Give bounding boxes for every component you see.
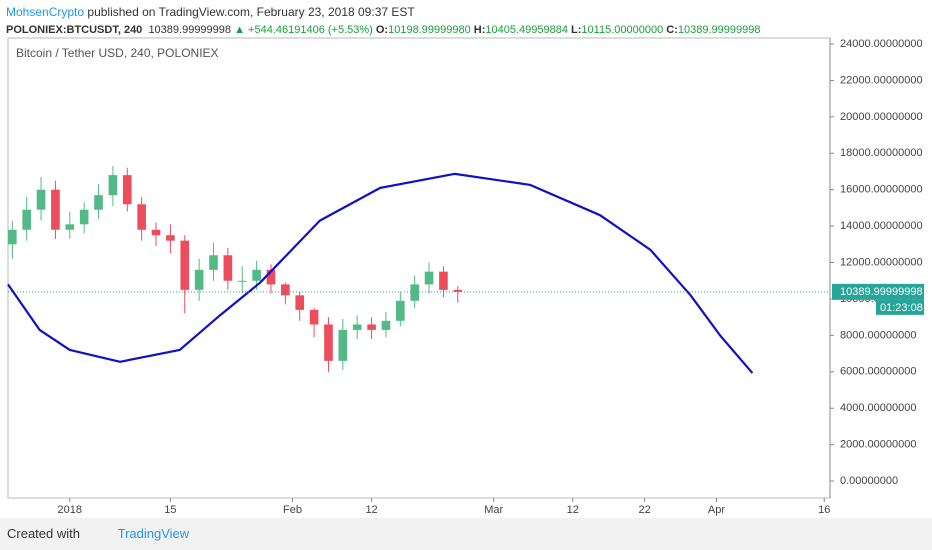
footer: Created with TradingView (0, 518, 932, 550)
x-tick-label: 2018 (58, 504, 82, 516)
x-tick-label: 15 (164, 504, 176, 516)
curve (7, 172, 754, 374)
h-label: H: (473, 24, 486, 36)
candle-body (295, 295, 305, 310)
o-label: O: (375, 24, 389, 36)
candle-body (122, 175, 132, 205)
y-tick-label: 14000.00000000 (840, 220, 923, 232)
published: published on TradingView.com, February 2… (87, 5, 415, 19)
candle-body (352, 324, 362, 330)
candle-body (410, 284, 419, 301)
l-label: L: (571, 24, 582, 36)
x-tick-label: 12 (365, 504, 377, 516)
candle-body (252, 269, 261, 281)
candle-body (8, 229, 17, 245)
candle-body (367, 324, 376, 330)
author[interactable]: MohsenCrypto (6, 5, 85, 19)
change: ▲ +544.46191406 (+5.53%) (234, 24, 373, 36)
chart-title: Bitcoin / Tether USD, 240, POLONIEX (16, 46, 219, 60)
candle-body (309, 309, 319, 325)
candle-body (237, 280, 247, 282)
countdown-box (876, 299, 924, 315)
candle-body (151, 229, 161, 236)
last-price-label: 10389.99999998 (840, 286, 923, 298)
candle-body (324, 324, 333, 361)
y-tick-label: 18000.00000000 (840, 147, 923, 159)
symbol: POLONIEX:BTCUSDT, 240 (6, 24, 143, 36)
candle-body (180, 240, 190, 290)
candle-body (223, 255, 233, 281)
candle-body (396, 300, 405, 321)
x-tick-label: 12 (567, 504, 579, 516)
candle-body (194, 269, 204, 290)
x-tick-label: 22 (638, 504, 650, 516)
countdown: 01:23:08 (880, 302, 923, 314)
y-tick-label: 16000.00000000 (840, 184, 923, 196)
candle-body (51, 189, 60, 230)
candle-body (79, 209, 89, 225)
y-tick-label: 22000.00000000 (840, 74, 923, 86)
candle-body (94, 195, 103, 210)
last: 10389.99999998 (148, 24, 232, 36)
candle-body (281, 284, 290, 296)
y-tick-label: 6000.00000000 (840, 366, 916, 378)
candle-body (36, 189, 46, 210)
l: 10115.00000000 (581, 24, 664, 36)
x-tick-label: Mar (484, 504, 503, 516)
y-tick-label: 2000.00000000 (840, 439, 916, 451)
created: Created with (7, 526, 80, 541)
brand[interactable]: TradingView (117, 526, 190, 541)
candle-body (22, 209, 31, 230)
h: 10405.49959884 (485, 24, 568, 36)
candle-body (439, 271, 448, 290)
c-label: C: (666, 24, 678, 36)
candle-body (381, 320, 391, 330)
y-tick-label: 0.00000000 (840, 475, 898, 487)
o: 10198.99999980 (388, 24, 471, 36)
candle-body (137, 204, 146, 230)
candle-body (166, 235, 175, 241)
candle-body (65, 224, 75, 230)
y-tick-label: 20000.00000000 (840, 111, 923, 123)
candle-body (108, 175, 118, 196)
candle-body (266, 269, 276, 285)
chart-frame (7, 37, 831, 499)
x-tick-label: Apr (708, 504, 725, 516)
candle-body (424, 271, 434, 285)
y-tick-label: 24000.00000000 (840, 38, 923, 50)
y-tick-label: 12000.00000000 (840, 256, 923, 268)
y-tick-label: 8000.00000000 (840, 329, 916, 341)
chart: Bitcoin / Tether USD, 240, POLONIEX 0.00… (7, 37, 924, 516)
candle-body (209, 255, 218, 270)
header: MohsenCrypto published on TradingView.co… (6, 3, 760, 39)
last-price-box (832, 283, 924, 300)
x-tick-label: 16 (818, 504, 830, 516)
x-tick-label: Feb (283, 504, 302, 516)
y-tick-label: 4000.00000000 (840, 402, 916, 414)
candle-body (453, 289, 463, 292)
c: 10389.99999998 (677, 24, 761, 36)
candle-body (338, 329, 348, 361)
